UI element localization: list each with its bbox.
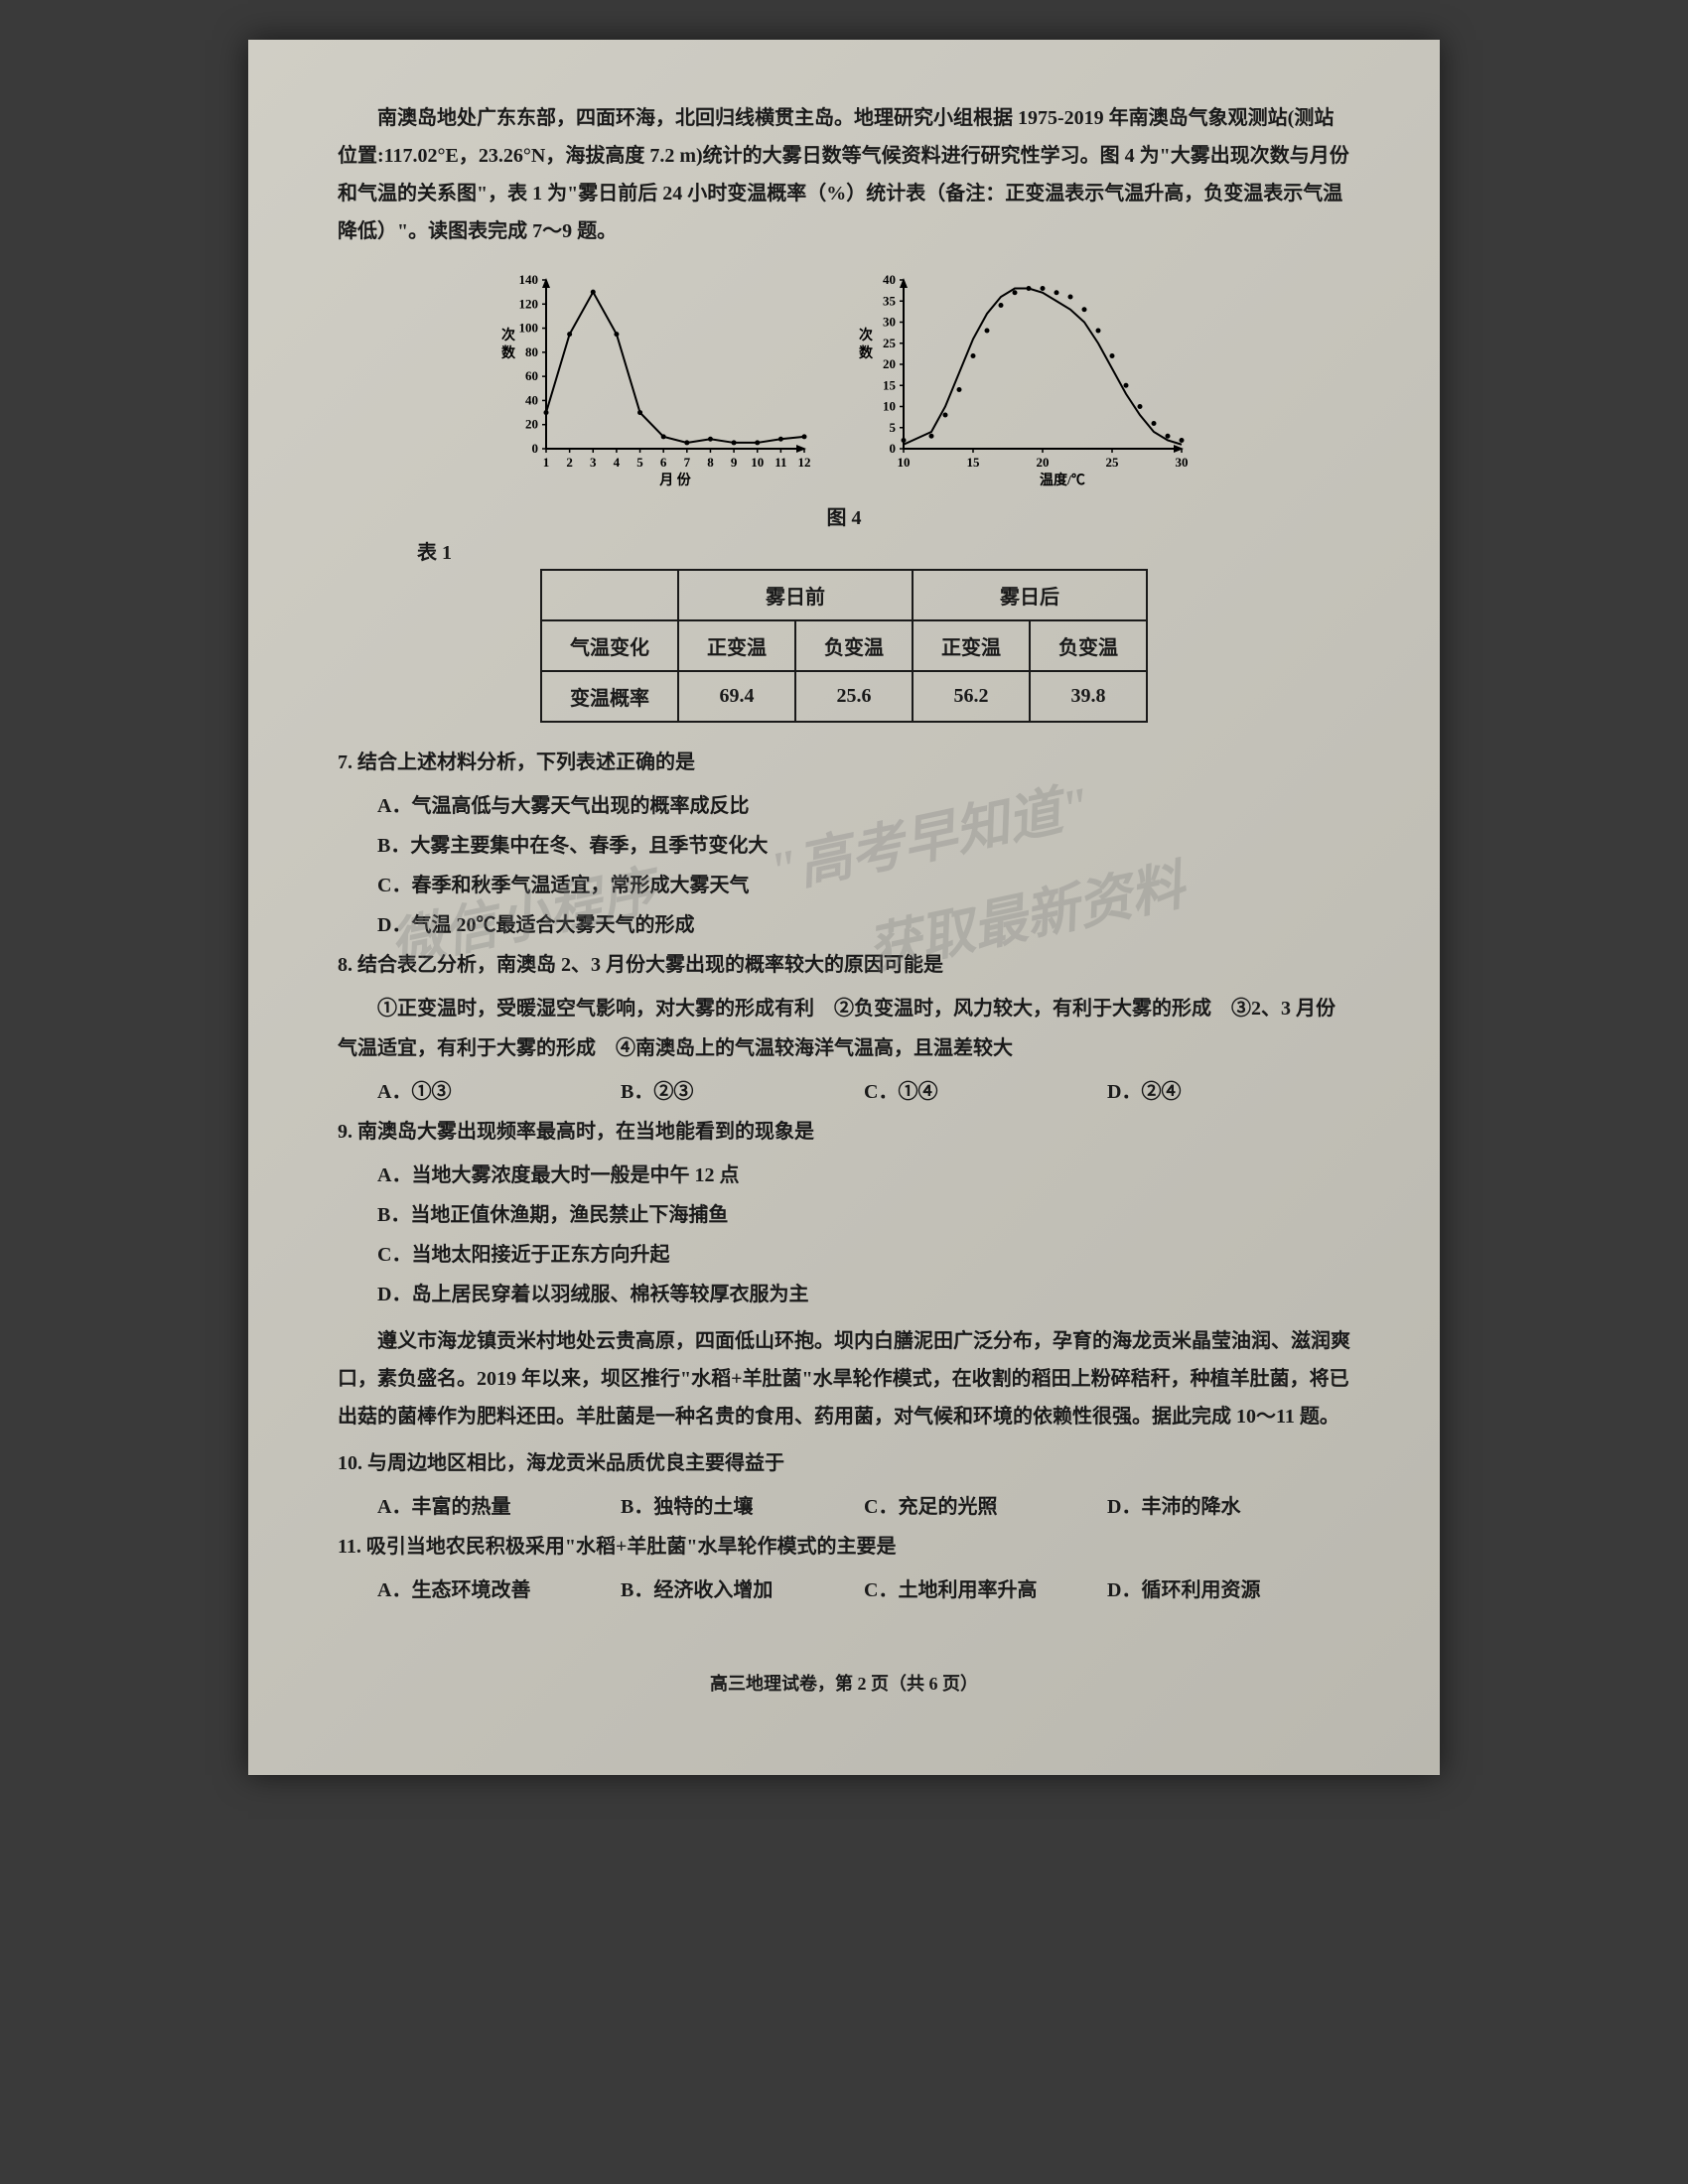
table-cell: 56.2 — [913, 671, 1030, 722]
svg-text:9: 9 — [731, 455, 738, 470]
table-cell — [541, 570, 678, 620]
table-cell: 负变温 — [1030, 620, 1147, 671]
q11-opt-b: B．经济收入增加 — [621, 1570, 864, 1610]
svg-text:15: 15 — [967, 455, 981, 470]
table-row: 气温变化 正变温 负变温 正变温 负变温 — [541, 620, 1147, 671]
table-label: 表 1 — [417, 536, 1350, 565]
svg-text:140: 140 — [519, 272, 539, 287]
q10-opt-a: A．丰富的热量 — [377, 1487, 621, 1527]
chart-2-box: 0 5 10 15 20 25 30 35 40 10 15 20 25 30 温度/℃ 次数 — [854, 270, 1192, 493]
chart-1-box: 020406080100120140123456789101112月 份次数 — [496, 270, 814, 493]
table-header-row: 雾日前 雾日后 — [541, 570, 1147, 620]
svg-text:7: 7 — [684, 455, 691, 470]
charts-row: 020406080100120140123456789101112月 份次数 0… — [338, 270, 1350, 493]
q9-stem: 9. 南澳岛大雾出现频率最高时，在当地能看到的现象是 — [338, 1112, 1350, 1152]
svg-text:120: 120 — [519, 296, 539, 311]
svg-text:温度/℃: 温度/℃ — [1040, 472, 1085, 488]
table-cell: 负变温 — [795, 620, 913, 671]
q8-opt-d: D．②④ — [1107, 1072, 1350, 1112]
q11-stem: 11. 吸引当地农民积极采用"水稻+羊肚菌"水旱轮作模式的主要是 — [338, 1527, 1350, 1567]
q9-opt-c: C．当地太阳接近于正东方向升起 — [377, 1235, 1350, 1275]
svg-text:1: 1 — [543, 455, 550, 470]
table-cell: 正变温 — [913, 620, 1030, 671]
svg-text:8: 8 — [707, 455, 714, 470]
table-cell: 正变温 — [678, 620, 795, 671]
q9-opt-b: B．当地正值休渔期，渔民禁止下海捕鱼 — [377, 1195, 1350, 1235]
svg-text:2: 2 — [566, 455, 573, 470]
page-footer: 高三地理试卷，第 2 页（共 6 页） — [338, 1670, 1350, 1696]
svg-text:40: 40 — [883, 272, 896, 287]
q7-options: A．气温高低与大雾天气出现的概率成反比 B．大雾主要集中在冬、春季，且季节变化大… — [338, 786, 1350, 945]
q8-body: ①正变温时，受暖湿空气影响，对大雾的形成有利 ②负变温时，风力较大，有利于大雾的… — [338, 989, 1350, 1068]
q11-opt-a: A．生态环境改善 — [377, 1570, 621, 1610]
table-row: 变温概率 69.4 25.6 56.2 39.8 — [541, 671, 1147, 722]
svg-text:80: 80 — [525, 344, 538, 359]
svg-text:数: 数 — [501, 344, 516, 361]
table-cell: 39.8 — [1030, 671, 1147, 722]
svg-text:20: 20 — [1037, 455, 1050, 470]
q8-stem: 8. 结合表乙分析，南澳岛 2、3 月份大雾出现的概率较大的原因可能是 — [338, 945, 1350, 985]
table-cell: 雾日后 — [913, 570, 1147, 620]
table-cell: 气温变化 — [541, 620, 678, 671]
q7-opt-b: B．大雾主要集中在冬、春季，且季节变化大 — [377, 826, 1350, 866]
q9-opt-a: A．当地大雾浓度最大时一般是中午 12 点 — [377, 1156, 1350, 1195]
q11-options: A．生态环境改善 B．经济收入增加 C．土地利用率升高 D．循环利用资源 — [338, 1570, 1350, 1610]
q7-stem: 7. 结合上述材料分析，下列表述正确的是 — [338, 743, 1350, 782]
q8-opt-b: B．②③ — [621, 1072, 864, 1112]
chart-1-svg: 020406080100120140123456789101112月 份次数 — [496, 270, 814, 488]
svg-text:30: 30 — [1176, 455, 1189, 470]
svg-text:0: 0 — [532, 441, 539, 456]
table-cell: 69.4 — [678, 671, 795, 722]
q8-options: A．①③ B．②③ C．①④ D．②④ — [338, 1072, 1350, 1112]
svg-text:次: 次 — [859, 327, 873, 343]
intro-paragraph: 南澳岛地处广东东部，四面环海，北回归线横贯主岛。地理研究小组根据 1975-20… — [338, 99, 1350, 250]
svg-text:60: 60 — [525, 368, 538, 383]
svg-text:月 份: 月 份 — [658, 472, 691, 488]
svg-text:20: 20 — [525, 417, 538, 432]
svg-text:3: 3 — [590, 455, 597, 470]
q9-opt-d: D．岛上居民穿着以羽绒服、棉袄等较厚衣服为主 — [377, 1275, 1350, 1314]
passage-2: 遵义市海龙镇贡米村地处云贵高原，四面低山环抱。坝内白膳泥田广泛分布，孕育的海龙贡… — [338, 1322, 1350, 1435]
chart-2-svg: 0 5 10 15 20 25 30 35 40 10 15 20 25 30 温度/℃ 次数 — [854, 270, 1192, 488]
svg-text:10: 10 — [883, 399, 896, 414]
svg-text:5: 5 — [636, 455, 643, 470]
svg-text:25: 25 — [883, 336, 897, 350]
svg-text:次: 次 — [501, 327, 515, 343]
svg-text:0: 0 — [890, 441, 897, 456]
q11-opt-c: C．土地利用率升高 — [864, 1570, 1107, 1610]
table-cell: 雾日前 — [678, 570, 913, 620]
svg-text:10: 10 — [751, 455, 764, 470]
svg-text:100: 100 — [519, 321, 539, 336]
data-table: 雾日前 雾日后 气温变化 正变温 负变温 正变温 负变温 变温概率 69.4 2… — [540, 569, 1148, 723]
svg-text:15: 15 — [883, 377, 897, 392]
q9-options: A．当地大雾浓度最大时一般是中午 12 点 B．当地正值休渔期，渔民禁止下海捕鱼… — [338, 1156, 1350, 1314]
svg-text:40: 40 — [525, 392, 538, 407]
q10-opt-b: B．独特的土壤 — [621, 1487, 864, 1527]
q11-opt-d: D．循环利用资源 — [1107, 1570, 1350, 1610]
svg-text:10: 10 — [898, 455, 911, 470]
svg-text:5: 5 — [890, 420, 897, 435]
q10-options: A．丰富的热量 B．独特的土壤 C．充足的光照 D．丰沛的降水 — [338, 1487, 1350, 1527]
q8-opt-c: C．①④ — [864, 1072, 1107, 1112]
svg-text:20: 20 — [883, 356, 896, 371]
q10-opt-d: D．丰沛的降水 — [1107, 1487, 1350, 1527]
exam-page: "高考早知道" 微信小程序 获取最新资料 南澳岛地处广东东部，四面环海，北回归线… — [248, 40, 1440, 1775]
q10-stem: 10. 与周边地区相比，海龙贡米品质优良主要得益于 — [338, 1443, 1350, 1483]
table-cell: 25.6 — [795, 671, 913, 722]
svg-text:数: 数 — [859, 344, 874, 361]
q8-opt-a: A．①③ — [377, 1072, 621, 1112]
q10-opt-c: C．充足的光照 — [864, 1487, 1107, 1527]
svg-text:4: 4 — [614, 455, 621, 470]
table-cell: 变温概率 — [541, 671, 678, 722]
svg-text:11: 11 — [774, 455, 786, 470]
svg-text:30: 30 — [883, 315, 896, 330]
q7-opt-a: A．气温高低与大雾天气出现的概率成反比 — [377, 786, 1350, 826]
svg-text:25: 25 — [1106, 455, 1120, 470]
svg-text:6: 6 — [660, 455, 667, 470]
figure-caption: 图 4 — [338, 501, 1350, 530]
svg-text:35: 35 — [883, 293, 897, 308]
svg-text:12: 12 — [798, 455, 811, 470]
q7-opt-d: D．气温 20℃最适合大雾天气的形成 — [377, 905, 1350, 945]
q7-opt-c: C．春季和秋季气温适宜，常形成大雾天气 — [377, 866, 1350, 905]
